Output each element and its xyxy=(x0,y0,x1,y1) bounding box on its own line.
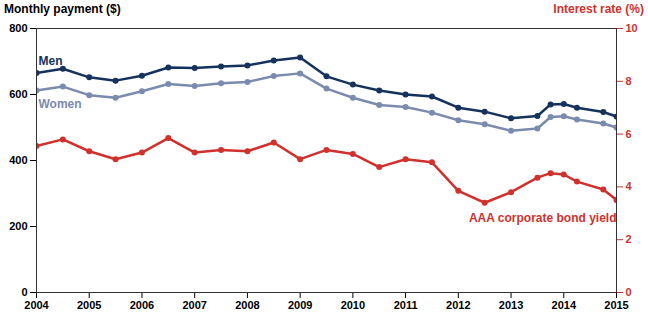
svg-text:10: 10 xyxy=(626,22,638,34)
svg-text:0: 0 xyxy=(626,286,632,298)
svg-text:2014: 2014 xyxy=(552,299,577,311)
svg-text:600: 600 xyxy=(9,88,27,100)
svg-text:2009: 2009 xyxy=(288,299,312,311)
svg-text:2006: 2006 xyxy=(130,299,154,311)
svg-text:8: 8 xyxy=(626,75,632,87)
svg-text:AAA corporate bond yield: AAA corporate bond yield xyxy=(469,211,617,225)
svg-text:2005: 2005 xyxy=(77,299,101,311)
svg-text:Women: Women xyxy=(39,97,82,111)
svg-text:2007: 2007 xyxy=(182,299,206,311)
svg-text:2004: 2004 xyxy=(24,299,49,311)
html-text:Monthly payment ($): Monthly payment ($) xyxy=(4,2,121,16)
svg-text:2013: 2013 xyxy=(499,299,523,311)
svg-text:400: 400 xyxy=(9,154,27,166)
svg-text:800: 800 xyxy=(9,22,27,34)
svg-text:4: 4 xyxy=(626,180,633,192)
svg-text:0: 0 xyxy=(21,286,27,298)
svg-text:6: 6 xyxy=(626,128,632,140)
svg-text:2012: 2012 xyxy=(446,299,470,311)
svg-text:200: 200 xyxy=(9,220,27,232)
svg-text:2011: 2011 xyxy=(394,299,418,311)
svg-text:Men: Men xyxy=(39,54,63,68)
html-text:Interest rate (%): Interest rate (%) xyxy=(553,2,644,16)
svg-text:2015: 2015 xyxy=(604,299,628,311)
svg-text:2010: 2010 xyxy=(341,299,365,311)
svg-text:2: 2 xyxy=(626,233,632,245)
svg-text:2008: 2008 xyxy=(235,299,259,311)
